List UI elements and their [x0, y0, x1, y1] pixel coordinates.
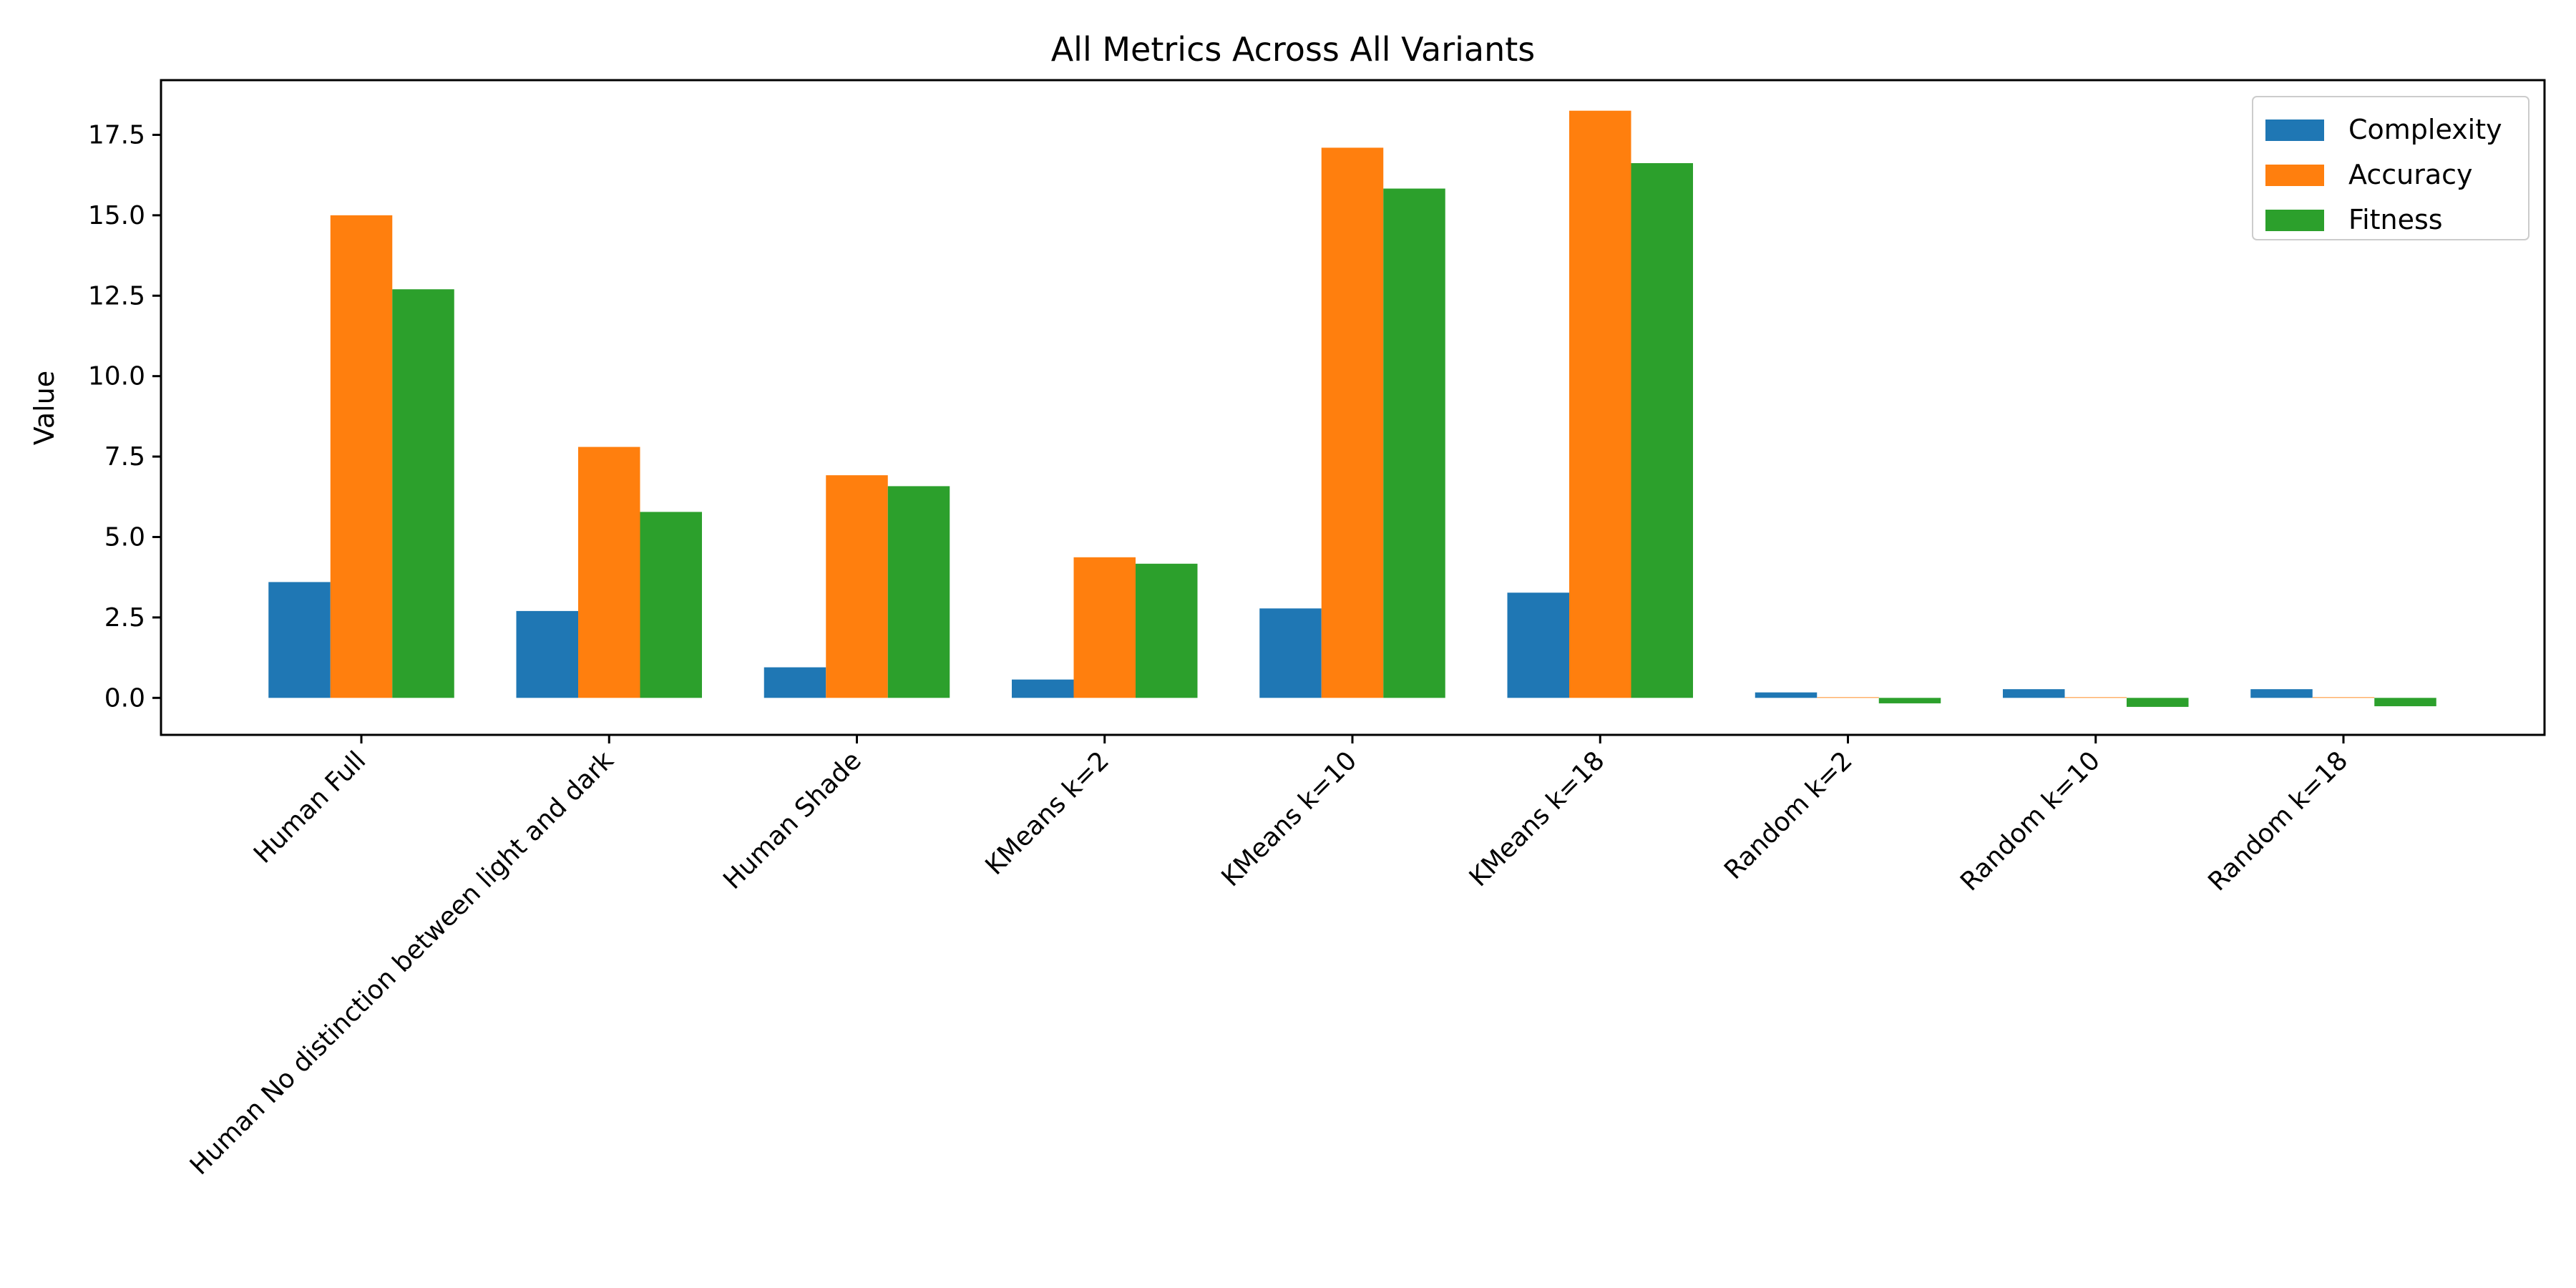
bars — [268, 110, 2436, 707]
bar-fitness-9 — [2374, 698, 2436, 706]
bar-fitness-2 — [640, 512, 702, 698]
bar-accuracy-6 — [1569, 110, 1631, 698]
bar-complexity-7 — [1755, 692, 1818, 698]
y-tick-label: 5.0 — [104, 522, 145, 552]
y-tick-label: 17.5 — [88, 120, 145, 150]
bar-fitness-3 — [887, 486, 950, 698]
y-tick-label: 7.5 — [104, 442, 145, 472]
bar-accuracy-7 — [1817, 697, 1879, 698]
bar-complexity-5 — [1259, 608, 1322, 698]
bar-complexity-9 — [2250, 689, 2313, 698]
legend-swatch-accuracy — [2265, 165, 2324, 186]
chart-title: All Metrics Across All Variants — [1051, 30, 1536, 69]
bar-fitness-5 — [1383, 188, 1445, 698]
plot-frame — [160, 79, 2546, 736]
bar-fitness-1 — [392, 289, 454, 698]
bar-complexity-8 — [2003, 689, 2065, 698]
legend-label-accuracy: Accuracy — [2348, 159, 2473, 190]
bar-accuracy-8 — [2064, 697, 2127, 698]
y-tick-label: 0.0 — [104, 683, 145, 713]
y-axis: 0.0 2.5 5.0 7.5 10.0 12.5 15.0 17.5 — [88, 120, 161, 713]
bar-complexity-6 — [1507, 592, 1569, 698]
legend-swatch-fitness — [2265, 210, 2324, 231]
bar-complexity-4 — [1012, 679, 1074, 698]
bar-accuracy-5 — [1321, 147, 1384, 698]
legend: Complexity Accuracy Fitness — [2252, 96, 2529, 240]
bar-fitness-8 — [2127, 698, 2189, 707]
y-tick-label: 15.0 — [88, 201, 145, 230]
y-axis-label: Value — [29, 371, 60, 445]
bar-accuracy-4 — [1073, 557, 1136, 698]
bar-fitness-7 — [1878, 698, 1941, 703]
bar-complexity-2 — [516, 610, 578, 698]
legend-swatch-complexity — [2265, 119, 2324, 141]
y-tick-label: 2.5 — [104, 603, 145, 633]
bar-accuracy-1 — [330, 215, 393, 698]
y-tick-label: 12.5 — [88, 281, 145, 311]
y-tick-label: 10.0 — [88, 362, 145, 391]
legend-label-fitness: Fitness — [2348, 204, 2443, 235]
legend-label-complexity: Complexity — [2348, 114, 2502, 145]
bar-fitness-6 — [1631, 163, 1693, 698]
bar-accuracy-2 — [578, 447, 640, 698]
bar-complexity-3 — [763, 667, 826, 698]
bar-complexity-1 — [268, 582, 331, 698]
bar-fitness-4 — [1136, 563, 1198, 698]
bar-accuracy-9 — [2312, 697, 2375, 698]
bar-accuracy-3 — [826, 475, 888, 698]
